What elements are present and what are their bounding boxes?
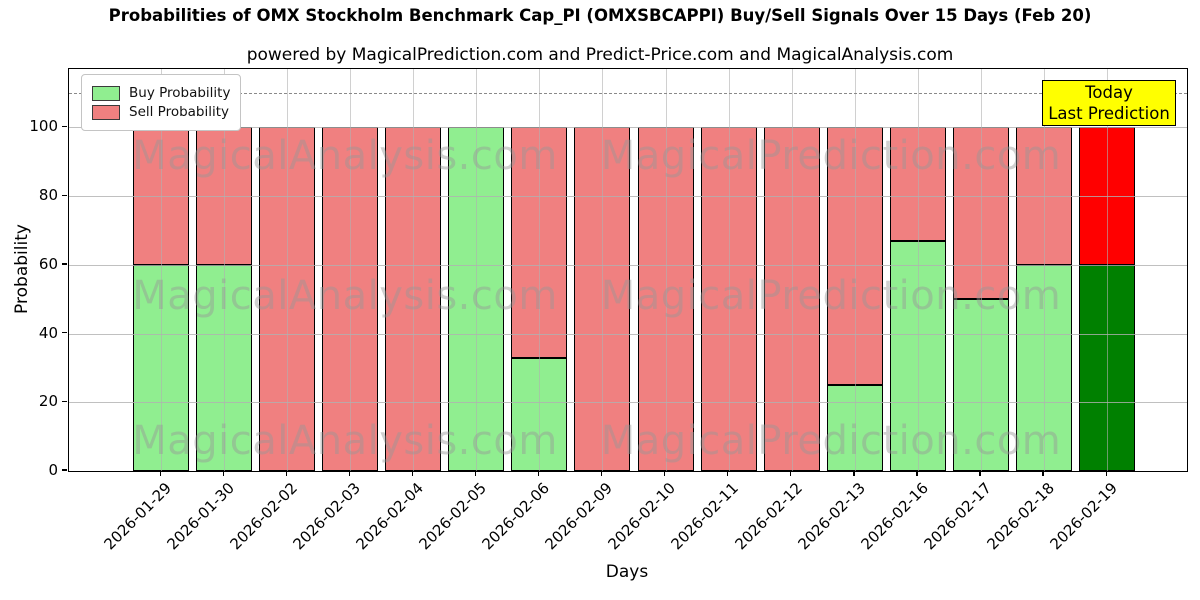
v-gridline bbox=[602, 69, 604, 471]
x-tick-label: 2026-02-04 bbox=[352, 479, 428, 554]
v-gridline bbox=[980, 69, 982, 471]
v-gridline bbox=[224, 69, 226, 471]
x-tick-label: 2026-02-03 bbox=[289, 479, 364, 554]
y-tick-label: 40 bbox=[38, 323, 58, 342]
legend-item-buy: Buy Probability bbox=[92, 85, 230, 101]
y-tick bbox=[62, 331, 67, 334]
x-tick-label: 2026-02-05 bbox=[415, 479, 491, 554]
y-tick bbox=[62, 469, 67, 471]
h-gridline bbox=[69, 333, 1187, 335]
y-tick-label: 20 bbox=[38, 392, 58, 411]
v-gridline bbox=[350, 69, 352, 471]
v-gridline bbox=[917, 69, 919, 471]
x-tick bbox=[853, 471, 855, 477]
today-annotation-line2: Last Prediction bbox=[1048, 104, 1170, 123]
x-tick bbox=[159, 471, 161, 477]
v-gridline bbox=[791, 69, 793, 471]
watermark-right: MagicalPrediction.com bbox=[600, 133, 1062, 179]
y-axis-label: Probability bbox=[12, 224, 32, 314]
watermark-right: MagicalPrediction.com bbox=[600, 273, 1062, 319]
y-tick bbox=[62, 194, 67, 196]
x-tick bbox=[727, 471, 729, 477]
legend-label-buy: Buy Probability bbox=[129, 85, 231, 101]
threshold-dashed-line bbox=[69, 93, 1187, 95]
watermark-right: MagicalPrediction.com bbox=[600, 418, 1062, 464]
h-gridline bbox=[69, 264, 1187, 266]
x-tick bbox=[979, 471, 981, 477]
v-gridline bbox=[476, 69, 478, 471]
x-tick-label: 2026-02-17 bbox=[920, 479, 995, 554]
x-tick-label: 2026-02-02 bbox=[226, 479, 301, 554]
x-tick bbox=[1042, 471, 1044, 477]
h-gridline bbox=[69, 402, 1187, 404]
x-tick-label: 2026-02-11 bbox=[667, 479, 743, 554]
v-gridline bbox=[665, 69, 667, 471]
x-tick bbox=[916, 471, 918, 477]
x-tick bbox=[285, 471, 287, 477]
x-tick-label: 2026-02-12 bbox=[731, 479, 806, 554]
sell-swatch bbox=[92, 104, 120, 120]
legend-label-sell: Sell Probability bbox=[129, 104, 230, 120]
x-tick bbox=[474, 471, 477, 477]
x-tick bbox=[348, 471, 350, 477]
v-gridline bbox=[287, 69, 289, 471]
v-gridline bbox=[728, 69, 730, 471]
x-tick bbox=[664, 471, 666, 477]
watermark-left: MagicalAnalysis.com bbox=[132, 418, 558, 464]
x-tick bbox=[222, 471, 224, 477]
x-tick-label: 2026-02-19 bbox=[1046, 479, 1121, 554]
watermark-left: MagicalAnalysis.com bbox=[132, 133, 558, 179]
legend-item-sell: Sell Probability bbox=[92, 104, 230, 120]
chart-title: Probabilities of OMX Stockholm Benchmark… bbox=[108, 6, 1092, 25]
y-tick bbox=[62, 263, 67, 265]
y-tick bbox=[62, 125, 67, 128]
today-annotation: Today Last Prediction bbox=[1042, 80, 1176, 126]
x-tick-label: 2026-01-30 bbox=[163, 479, 238, 554]
x-tick bbox=[411, 471, 414, 477]
buy-swatch bbox=[92, 85, 120, 101]
v-gridline bbox=[161, 69, 162, 471]
x-tick-label: 2026-02-18 bbox=[983, 479, 1058, 554]
x-tick bbox=[1105, 471, 1107, 477]
watermark-left: MagicalAnalysis.com bbox=[132, 273, 558, 319]
x-tick-label: 2026-02-09 bbox=[541, 479, 617, 554]
x-tick bbox=[790, 471, 792, 477]
y-tick-label: 80 bbox=[38, 186, 58, 205]
h-gridline bbox=[69, 127, 1187, 129]
x-axis-label: Days bbox=[605, 562, 649, 582]
y-tick-label: 0 bbox=[48, 461, 58, 479]
v-gridline bbox=[413, 69, 415, 471]
x-tick bbox=[537, 471, 540, 477]
x-tick-label: 2026-02-16 bbox=[857, 479, 932, 554]
y-tick-label: 100 bbox=[29, 117, 58, 136]
y-tick bbox=[62, 400, 67, 402]
x-tick bbox=[600, 471, 603, 477]
chart-subtitle: powered by MagicalPrediction.com and Pre… bbox=[246, 45, 954, 65]
plot-area: MagicalAnalysis.com MagicalPrediction.com… bbox=[68, 68, 1188, 472]
v-gridline bbox=[854, 69, 856, 471]
legend: Buy Probability Sell Probability bbox=[81, 74, 242, 131]
v-gridline bbox=[1107, 69, 1109, 471]
x-tick-label: 2026-01-29 bbox=[100, 479, 175, 554]
v-gridline bbox=[1043, 69, 1045, 471]
today-annotation-line1: Today bbox=[1085, 83, 1133, 102]
h-gridline bbox=[69, 196, 1187, 198]
y-tick-label: 60 bbox=[38, 254, 58, 273]
x-tick-label: 2026-02-06 bbox=[478, 479, 554, 554]
v-gridline bbox=[539, 69, 541, 471]
